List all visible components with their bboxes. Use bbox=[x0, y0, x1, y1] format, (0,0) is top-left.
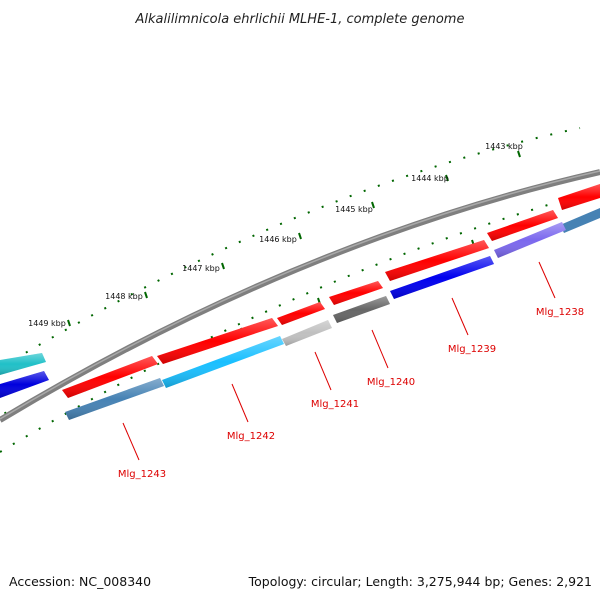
leader-line-Mlg_1243 bbox=[122, 422, 140, 461]
gene-labels: Mlg_1238 Mlg_1239 Mlg_1240 Mlg_1241 Mlg_… bbox=[118, 307, 584, 480]
gene-block-edge bbox=[560, 208, 600, 233]
gene-label-Mlg_1243[interactable]: Mlg_1243 bbox=[118, 469, 166, 480]
forward-gene-arrow-shine bbox=[329, 281, 383, 305]
scale-tick bbox=[67, 319, 71, 327]
forward-gene-arrow-shine bbox=[558, 184, 600, 210]
gene-block-shine bbox=[494, 222, 566, 258]
scale-tick-labels: 1443 kbp 1444 kbp 1445 kbp 1446 kbp 1447… bbox=[28, 142, 523, 328]
forward-gene-arrow-shine bbox=[487, 210, 558, 241]
leader-line-Mlg_1238 bbox=[538, 261, 556, 299]
leader-line-Mlg_1239 bbox=[451, 297, 469, 336]
scale-tick bbox=[144, 291, 148, 299]
forward-gene-arrow-shine bbox=[157, 318, 278, 364]
partial-gene-shine bbox=[0, 353, 46, 375]
genome-summary-text: Topology: circular; Length: 3,275,944 bp… bbox=[248, 574, 592, 589]
genome-backbone bbox=[0, 169, 600, 423]
accession-text: Accession: NC_008340 bbox=[9, 574, 151, 589]
gene-block-shine bbox=[65, 378, 164, 420]
gene-label-Mlg_1242[interactable]: Mlg_1242 bbox=[227, 431, 275, 442]
gene-label-Mlg_1238[interactable]: Mlg_1238 bbox=[536, 307, 584, 318]
gene-block-shine bbox=[162, 336, 284, 388]
forward-gene-arrow-shine bbox=[385, 240, 489, 281]
genome-title: Alkalilimnicola ehrlichii MLHE-1, comple… bbox=[135, 12, 465, 27]
scale-tick bbox=[221, 262, 225, 270]
tick-label: 1443 kbp bbox=[485, 142, 523, 151]
leader-line-Mlg_1242 bbox=[231, 383, 249, 423]
outer-scale-arc bbox=[0, 127, 581, 369]
scale-tick bbox=[517, 150, 521, 158]
gene-block-shine bbox=[333, 296, 390, 323]
scale-major-ticks bbox=[4, 150, 548, 419]
gene-block-shine bbox=[282, 320, 332, 346]
gene-label-Mlg_1239[interactable]: Mlg_1239 bbox=[448, 344, 496, 355]
partial-gene-shine bbox=[0, 371, 49, 398]
gene-leader-lines bbox=[122, 261, 556, 461]
gene-block-shine bbox=[390, 256, 494, 299]
forward-gene-arrow-shine bbox=[62, 356, 158, 398]
leader-line-Mlg_1241 bbox=[314, 351, 332, 391]
forward-strand-genes bbox=[62, 184, 600, 398]
scale-tick bbox=[371, 201, 375, 209]
gene-label-Mlg_1240[interactable]: Mlg_1240 bbox=[367, 377, 415, 388]
tick-label: 1448 kbp bbox=[105, 292, 143, 301]
genome-backbone-highlight bbox=[0, 170, 600, 420]
scale-tick bbox=[298, 232, 302, 240]
leader-line-Mlg_1240 bbox=[371, 329, 389, 369]
reverse-strand-genes bbox=[65, 208, 600, 420]
tick-label: 1445 kbp bbox=[335, 205, 373, 214]
forward-gene-arrow-shine bbox=[277, 302, 325, 325]
tick-label: 1446 kbp bbox=[259, 235, 297, 244]
tick-label: 1444 kbp bbox=[411, 174, 449, 183]
tick-label: 1447 kbp bbox=[182, 264, 220, 273]
scale-tick bbox=[445, 174, 449, 182]
tick-label: 1449 kbp bbox=[28, 319, 66, 328]
gene-label-Mlg_1241[interactable]: Mlg_1241 bbox=[311, 399, 359, 410]
